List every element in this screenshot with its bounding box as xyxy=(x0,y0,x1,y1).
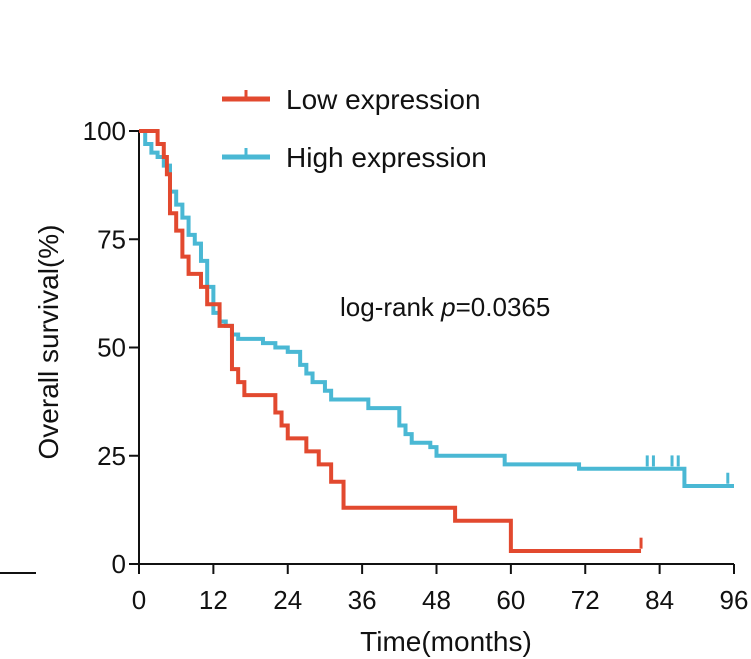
y-tick-label: 25 xyxy=(97,441,126,471)
x-tick-label: 60 xyxy=(496,585,525,615)
x-tick-label: 72 xyxy=(571,585,600,615)
annotation-value: =0.0365 xyxy=(456,292,551,322)
annotation-prefix: log-rank xyxy=(340,292,441,322)
legend-label-low: Low expression xyxy=(286,84,481,115)
series-high-line xyxy=(139,129,734,489)
y-tick-label: 50 xyxy=(97,333,126,363)
logrank-annotation: log-rank p=0.0365 xyxy=(340,292,550,322)
x-tick-label: 48 xyxy=(422,585,451,615)
series-low-line xyxy=(139,129,642,554)
x-axis-title: Time(months) xyxy=(360,626,532,657)
legend-label-high: High expression xyxy=(286,142,487,173)
legend: Low expression High expression xyxy=(222,84,487,173)
x-tick-label: 12 xyxy=(199,585,228,615)
x-tick-label: 96 xyxy=(720,585,749,615)
y-tick-label: 0 xyxy=(112,549,126,579)
axes: 0 25 50 75 100 0 12 24 36 48 60 72 84 96 xyxy=(83,116,749,615)
y-tick-label: 75 xyxy=(97,224,126,254)
x-tick-label: 0 xyxy=(132,585,146,615)
x-tick-label: 36 xyxy=(348,585,377,615)
y-tick-label: 100 xyxy=(83,116,126,146)
annotation-p: p xyxy=(440,292,455,322)
x-tick-label: 24 xyxy=(273,585,302,615)
x-tick-label: 84 xyxy=(645,585,674,615)
series-layer xyxy=(139,129,734,554)
y-axis-title: Overall survival(%) xyxy=(33,225,64,460)
